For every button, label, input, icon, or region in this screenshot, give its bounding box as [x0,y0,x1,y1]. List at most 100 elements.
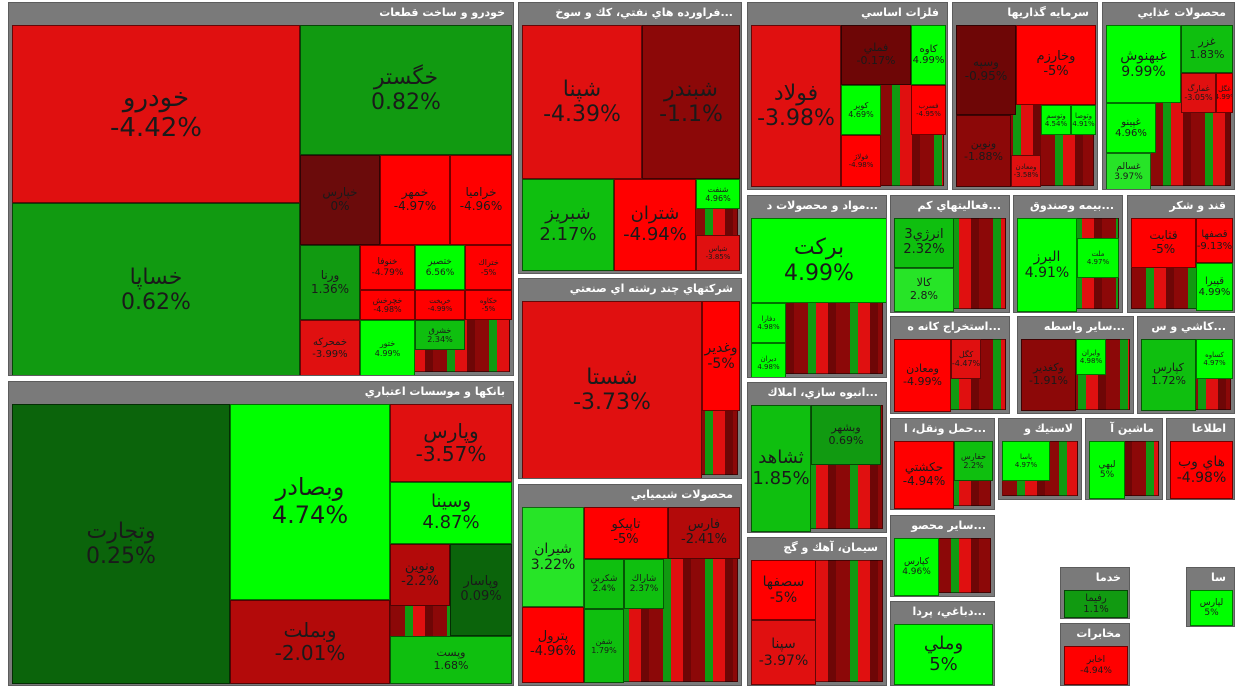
sector-block[interactable]: اطلاعا هاي وب -4.98% [1166,418,1235,500]
stock-tile[interactable]: كساوه 4.97% [1196,339,1233,379]
stock-tile[interactable]: خراميا -4.96% [450,155,512,245]
sector-block[interactable]: ...فعاليتهاي كم انرژي3 2.32% كالا 2.8% [890,195,1010,313]
stock-tile[interactable]: وپاسار 0.09% [450,544,512,636]
stock-tile[interactable]: خنوفا -4.79% [360,245,415,290]
stock-tile[interactable]: غزر 1.83% [1181,25,1233,73]
stock-tile[interactable]: وملي 5% [894,624,993,685]
stock-tile[interactable]: ختراك -5% [465,245,512,290]
stock-tile[interactable]: هاي وب -4.98% [1170,441,1233,499]
stock-tile[interactable]: پترول -4.96% [522,607,584,683]
stock-tile[interactable]: شفن 1.79% [584,609,624,683]
stock-tile[interactable]: فولاژ -4.98% [841,135,881,187]
stock-tile[interactable]: غگل-4.99% [1216,73,1233,113]
stock-tile[interactable]: ختور 4.99% [360,320,415,376]
sector-block[interactable]: خدما رفيما 1.1% [1060,567,1130,619]
stock-tile[interactable]: غپينو 4.96% [1106,103,1156,153]
stock-tile[interactable]: سپنا -3.97% [751,620,816,685]
stock-tile[interactable]: ديران 4.98% [751,343,786,378]
stock-tile[interactable]: شبريز 2.17% [522,179,614,271]
stock-tile[interactable]: غسالم 3.97% [1106,153,1151,190]
stock-tile[interactable]: سصفها -5% [751,560,816,620]
stock-tile[interactable]: شبندر -1.1% [642,25,740,179]
sector-block[interactable]: محصولات غذايي غبهنوش 9.99% غزر 1.83% غمارگ -3.… [1102,2,1235,190]
stock-tile[interactable]: وخارزم -5% [1016,25,1096,105]
stock-tile[interactable]: وبملت -2.01% [230,600,390,684]
stock-tile[interactable]: وبصادر 4.74% [230,404,390,600]
sector-block[interactable]: ماشين آ لبهي 5% [1085,418,1163,500]
sector-block[interactable]: سا لپارس 5% [1186,567,1235,627]
stock-tile[interactable]: كپارس 1.72% [1141,339,1196,411]
stock-tile[interactable]: ثشاهد 1.85% [751,405,811,532]
stock-tile[interactable]: كگل -4.47% [951,339,981,379]
stock-tile[interactable]: رفيما 1.1% [1064,590,1128,618]
stock-tile[interactable]: شپنا -4.39% [522,25,642,179]
stock-tile[interactable]: كالا 2.8% [894,268,954,312]
stock-tile[interactable]: لپارس 5% [1190,590,1233,626]
stock-tile[interactable]: كوير 4.69% [841,85,881,135]
stock-tile[interactable]: ومعادن -4.99% [894,339,951,412]
stock-tile[interactable]: وكغدير -1.91% [1021,339,1076,411]
sector-block[interactable]: سرمايه گذاريها وسپه -0.95% وخارزم -5% ونوين -1… [952,2,1098,190]
stock-tile[interactable]: خپارس 0% [300,155,380,245]
stock-tile[interactable]: حكشتي -4.94% [894,441,954,509]
stock-tile[interactable]: انرژي3 2.32% [894,218,954,268]
sector-block[interactable]: لاستيك و پاسا 4.97% [998,418,1082,500]
stock-tile[interactable]: شيران 3.22% [522,507,584,607]
stock-tile[interactable]: قپيرا 4.99% [1196,263,1233,311]
stock-tile[interactable]: اخابر -4.94% [1064,646,1128,685]
stock-tile[interactable]: وتوسم 4.54% [1041,105,1071,135]
sector-block[interactable]: محصولات شيميايي شيران 3.22% تاپيكو -5% فارس -2… [518,484,742,686]
stock-tile[interactable]: كاوه 4.99% [911,25,946,85]
sector-block[interactable]: ...حمل ونقل، ا حكشتي -4.94% حفارس 2.2% [890,418,995,510]
stock-tile[interactable]: خمحركه -3.99% [300,320,360,376]
stock-tile[interactable]: ورنا 1.36% [300,245,360,320]
sector-block[interactable]: خودرو و ساخت قطعات خودرو -4.42% خگستر 0.82% خ… [8,2,514,376]
stock-tile[interactable]: فملي -0.17% [841,25,911,85]
stock-tile[interactable]: وتجارت 0.25% [12,404,230,684]
sector-block[interactable]: ...مواد و محصولات د بركت 4.99% دفارا 4.98% دي… [747,195,887,378]
stock-tile[interactable]: ملت 4.97% [1077,238,1119,278]
stock-tile[interactable]: پاسا 4.97% [1002,441,1050,481]
stock-tile[interactable]: لبهي 5% [1089,441,1125,499]
sector-block[interactable]: ...بيمه وصندوق البرز 4.91% ملت 4.97% [1013,195,1123,313]
sector-block[interactable]: ...كاشي و س كپارس 1.72% كساوه 4.97% [1137,316,1235,414]
stock-tile[interactable]: خكاوه -5% [465,290,512,320]
stock-tile[interactable]: شتران -4.94% [614,179,696,271]
stock-tile[interactable]: فارس -2.41% [668,507,740,559]
sector-block[interactable]: ...انبوه سازي، املاك ثشاهد 1.85% وبشهر 0.69% [747,382,887,533]
stock-tile[interactable]: وسينا 4.87% [390,482,512,544]
sector-block[interactable]: مخابرات اخابر -4.94% [1060,623,1130,686]
stock-tile[interactable]: قثابت -5% [1131,218,1196,268]
stock-tile[interactable]: ختصير 6.56% [415,245,465,290]
stock-tile[interactable]: وپارس -3.57% [390,404,512,482]
stock-tile[interactable]: شنفت 4.96% [696,179,740,209]
stock-tile[interactable]: وبشهر 0.69% [811,405,881,465]
sector-block[interactable]: ...ساير محصو كپارس 4.96% [890,515,995,597]
stock-tile[interactable]: قصفها -9.13% [1196,218,1233,263]
stock-tile[interactable]: وپست 1.68% [390,636,512,684]
sector-block[interactable]: ...دباغي، پردا وملي 5% [890,601,995,686]
stock-tile[interactable]: شپاس -3.85% [696,235,740,271]
stock-tile[interactable]: شكربن 2.4% [584,559,624,609]
stock-tile[interactable]: خريخت -4.99% [415,290,465,320]
stock-tile[interactable]: خساپا 0.62% [12,203,300,376]
stock-tile[interactable]: كپارس 4.96% [894,538,939,596]
stock-tile[interactable]: ومعادن -3.58% [1011,155,1041,187]
stock-tile[interactable]: خگستر 0.82% [300,25,512,155]
stock-tile[interactable]: خشرق 2.34% [415,320,465,350]
stock-tile[interactable]: فولاد -3.98% [751,25,841,187]
sector-block[interactable]: سيمان، آهك و گچ سصفها -5% سپنا -3.97% [747,537,887,686]
stock-tile[interactable]: شاراك 2.37% [624,559,664,609]
stock-tile[interactable]: تاپيكو -5% [584,507,668,559]
stock-tile[interactable]: البرز 4.91% [1017,218,1077,312]
sector-block[interactable]: شركتهاي چند رشته اي صنعتي شستا -3.73% وغدير… [518,278,742,479]
stock-tile[interactable]: ونوين -1.88% [956,115,1011,187]
sector-block[interactable]: بانكها و موسسات اعتباري وتجارت 0.25% وبصادر… [8,381,514,686]
sector-block[interactable]: قند و شكر قثابت -5% قپيرا 4.99% قصفها -9.13% [1127,195,1235,313]
stock-tile[interactable]: دفارا 4.98% [751,303,786,343]
stock-tile[interactable]: وغدير -5% [702,301,740,411]
sector-block[interactable]: ...استخراج كانه ه ومعادن -4.99% كگل -4.47% [890,316,1010,414]
stock-tile[interactable]: شستا -3.73% [522,301,702,479]
sector-block[interactable]: ...ساير واسطه وكغدير -1.91% وايران 4.98% [1017,316,1134,414]
stock-tile[interactable]: غمارگ -3.05% [1181,73,1216,113]
